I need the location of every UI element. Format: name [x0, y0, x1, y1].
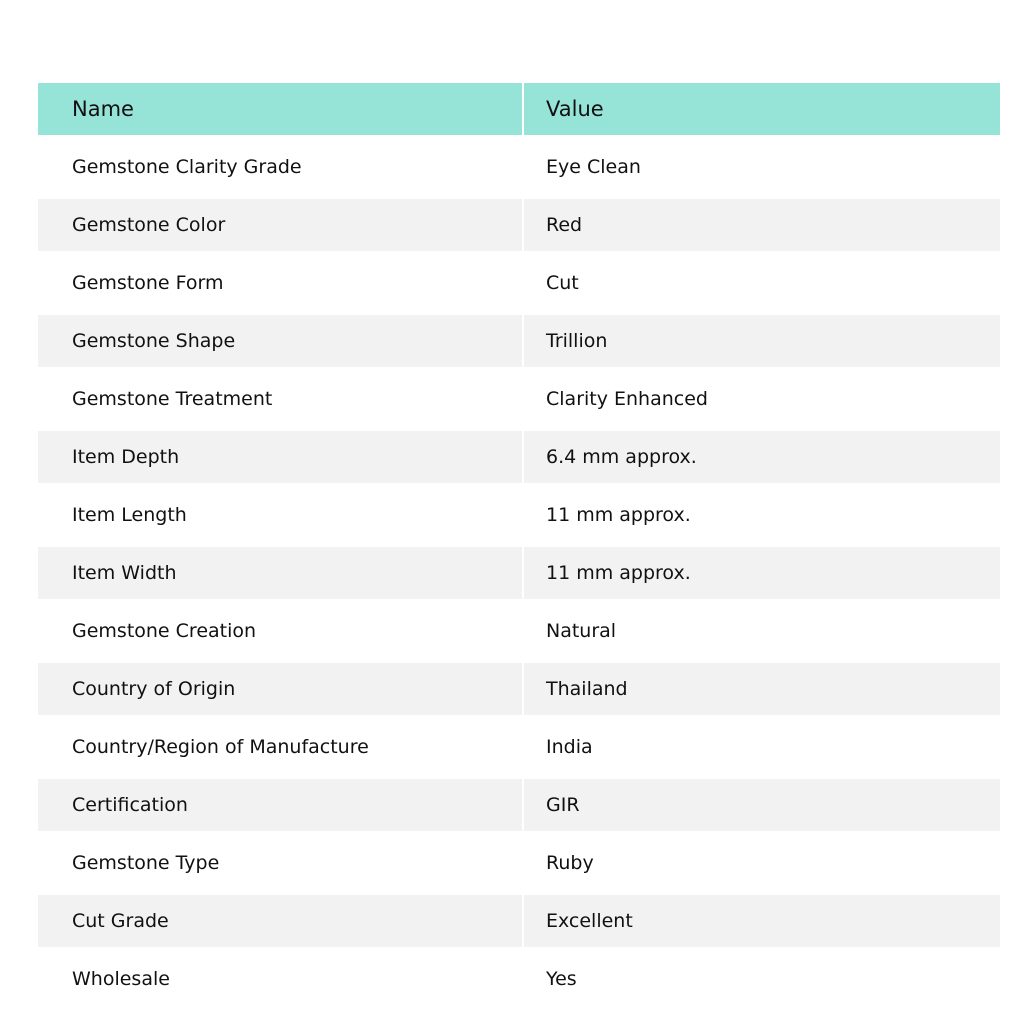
specs-table: Name Value Gemstone Clarity Grade Eye Cle…: [38, 83, 1000, 1011]
cell-value: Clarity Enhanced: [546, 388, 708, 410]
table-row: Gemstone Color Red: [38, 199, 1000, 251]
cell-value: Eye Clean: [546, 156, 641, 178]
cell-name: Gemstone Color: [38, 199, 522, 251]
cell-value: Trillion: [524, 315, 1000, 367]
cell-value: Yes: [546, 968, 577, 990]
header-name: Name: [38, 83, 522, 135]
table-row: Item Depth 6.4 mm approx.: [38, 431, 1000, 483]
cell-value: Excellent: [524, 895, 1000, 947]
cell-name: Certification: [38, 779, 522, 831]
table-row: Gemstone Creation Natural: [38, 605, 1000, 657]
cell-value: Thailand: [524, 663, 1000, 715]
header-value: Value: [524, 83, 1000, 135]
cell-name: Gemstone Clarity Grade: [72, 156, 302, 178]
table-row: Item Width 11 mm approx.: [38, 547, 1000, 599]
cell-value: 11 mm approx.: [524, 547, 1000, 599]
table-row: Gemstone Shape Trillion: [38, 315, 1000, 367]
cell-value: GIR: [524, 779, 1000, 831]
cell-value: Ruby: [546, 852, 594, 874]
cell-name: Country/Region of Manufacture: [72, 736, 369, 758]
cell-value: India: [546, 736, 593, 758]
table-header: Name Value: [38, 83, 1000, 135]
table-row: Gemstone Treatment Clarity Enhanced: [38, 373, 1000, 425]
table-row: Gemstone Type Ruby: [38, 837, 1000, 889]
cell-name: Gemstone Treatment: [72, 388, 273, 410]
cell-name: Cut Grade: [38, 895, 522, 947]
cell-name: Gemstone Form: [72, 272, 224, 294]
cell-name: Item Length: [72, 504, 187, 526]
table-row: Country/Region of Manufacture India: [38, 721, 1000, 773]
table-row: Cut Grade Excellent: [38, 895, 1000, 947]
table-row: Gemstone Form Cut: [38, 257, 1000, 309]
cell-name: Item Depth: [38, 431, 522, 483]
table-row: Country of Origin Thailand: [38, 663, 1000, 715]
cell-value: Red: [524, 199, 1000, 251]
table-row: Item Length 11 mm approx.: [38, 489, 1000, 541]
cell-value: 11 mm approx.: [546, 504, 691, 526]
cell-name: Gemstone Shape: [38, 315, 522, 367]
cell-name: Wholesale: [72, 968, 170, 990]
table-row: Wholesale Yes: [38, 953, 1000, 1005]
cell-name: Country of Origin: [38, 663, 522, 715]
cell-name: Gemstone Creation: [72, 620, 257, 642]
cell-name: Item Width: [38, 547, 522, 599]
table-row: Gemstone Clarity Grade Eye Clean: [38, 141, 1000, 193]
cell-value: 6.4 mm approx.: [524, 431, 1000, 483]
cell-value: Natural: [546, 620, 617, 642]
cell-name: Gemstone Type: [72, 852, 220, 874]
table-row: Certification GIR: [38, 779, 1000, 831]
cell-value: Cut: [546, 272, 579, 294]
